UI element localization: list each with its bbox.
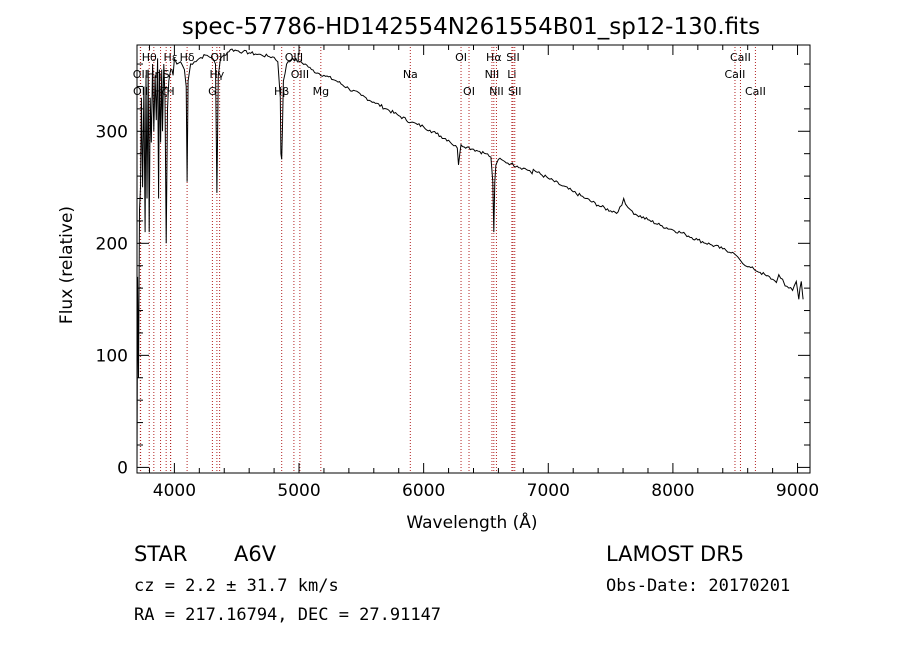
line-marker-label: NII — [489, 85, 504, 98]
y-tick-label: 0 — [117, 458, 128, 478]
line-marker-label: CaII — [730, 51, 751, 64]
y-tick-label: 200 — [96, 234, 128, 254]
line-marker-label: Hβ — [274, 85, 289, 98]
axis-tick-labels: 4000 5000 6000 7000 8000 9000 0 100 200 300 — [96, 122, 820, 501]
y-axis-label: Flux (relative) — [57, 206, 77, 324]
line-marker-label: Hδ — [180, 51, 195, 64]
line-marker-label: Na — [403, 68, 418, 81]
line-marker-label: S — [163, 68, 170, 81]
line-marker-label: SII — [508, 85, 521, 98]
line-marker-label: OIII — [210, 51, 228, 64]
spectral-subclass: A6V — [234, 542, 277, 566]
line-marker-label: G — [208, 85, 217, 98]
obs-date: Obs-Date: 20170201 — [606, 576, 790, 596]
line-marker-label: Hθ — [142, 51, 157, 64]
line-marker-label: SII — [506, 51, 519, 64]
survey-name: LAMOST DR5 — [606, 542, 744, 566]
x-tick-label: 8000 — [651, 481, 694, 501]
line-marker-label: CaII — [725, 68, 746, 81]
line-marker-label: Hα — [486, 51, 502, 64]
plot-frame — [136, 44, 811, 474]
y-tick-label: 100 — [96, 346, 128, 366]
redshift-text: cz = 2.2 ± 31.7 km/s — [134, 576, 339, 596]
line-marker-label: OI — [463, 85, 475, 98]
line-marker-label: CaII — [745, 85, 766, 98]
line-marker-label: Mg — [313, 85, 329, 98]
object-class: STAR — [134, 542, 187, 566]
x-tick-label: 5000 — [277, 481, 320, 501]
line-marker-label: OIII — [285, 51, 303, 64]
line-marker-label: Li — [507, 68, 516, 81]
x-tick-label: 6000 — [402, 481, 445, 501]
line-marker-label: H — [166, 85, 174, 98]
line-marker-label: OIII — [291, 68, 309, 81]
x-tick-label: 7000 — [527, 481, 570, 501]
coordinates: RA = 217.16794, DEC = 27.91147 — [134, 605, 441, 625]
line-marker-label: NII — [485, 68, 500, 81]
y-tick-label: 300 — [96, 122, 128, 142]
line-marker-label: Hγ — [209, 68, 224, 81]
x-axis-label: Wavelength (Å) — [406, 511, 537, 533]
x-tick-label: 4000 — [153, 481, 196, 501]
axis-ticks — [137, 45, 810, 473]
x-tick-label: 9000 — [776, 481, 819, 501]
chart-title: spec-57786-HD142554N261554B01_sp12-130.f… — [182, 14, 760, 40]
line-marker-label: OI — [455, 51, 467, 64]
spectrum-line — [136, 48, 804, 468]
